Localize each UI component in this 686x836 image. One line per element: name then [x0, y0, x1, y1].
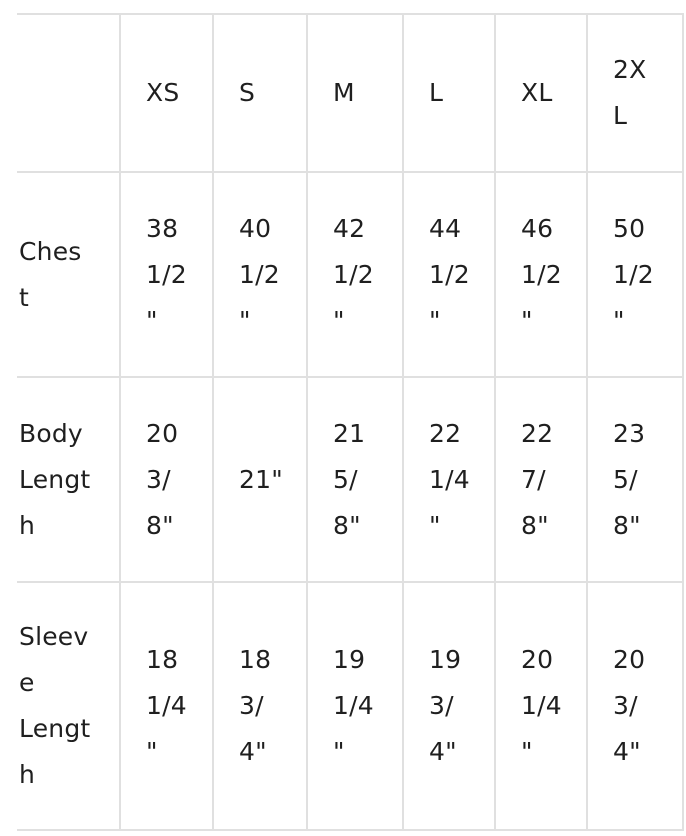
- header-cell-s: S: [213, 13, 308, 173]
- cell-body-length-xs: 20 3/ 8": [120, 376, 214, 583]
- row-label-chest: Ches t: [17, 171, 121, 378]
- cell-chest-s: 40 1/2 ": [213, 171, 308, 378]
- cell-body-length-2xl: 23 5/ 8": [587, 376, 684, 583]
- cell-chest-l: 44 1/2 ": [403, 171, 496, 378]
- cell-sleeve-length-xs: 18 1/4 ": [120, 581, 214, 831]
- row-label-sleeve-length: Sleev e Lengt h: [17, 581, 121, 831]
- header-cell-l: L: [403, 13, 496, 173]
- cell-chest-xl: 46 1/2 ": [495, 171, 588, 378]
- cell-body-length-xl: 22 7/ 8": [495, 376, 588, 583]
- header-cell-2xl: 2X L: [587, 13, 684, 173]
- table-row-body-length: Body Lengt h 20 3/ 8" 21" 21 5/ 8" 22 1/…: [17, 376, 684, 583]
- cell-sleeve-length-xl: 20 1/4 ": [495, 581, 588, 831]
- size-header-row: XS S M L XL 2X L: [17, 13, 684, 173]
- header-cell-xl: XL: [495, 13, 588, 173]
- table-row-sleeve-length: Sleev e Lengt h 18 1/4 " 18 3/ 4" 19 1/4…: [17, 581, 684, 831]
- header-cell-m: M: [307, 13, 404, 173]
- cell-sleeve-length-s: 18 3/ 4": [213, 581, 308, 831]
- cell-chest-2xl: 50 1/2 ": [587, 171, 684, 378]
- table-row-chest: Ches t 38 1/2 " 40 1/2 " 42 1/2 " 44 1/2…: [17, 171, 684, 378]
- cell-chest-xs: 38 1/2 ": [120, 171, 214, 378]
- corner-cell: [17, 13, 121, 173]
- size-chart-table: XS S M L XL 2X L Ches t 38 1/2 " 40 1/2 …: [17, 13, 684, 831]
- cell-sleeve-length-2xl: 20 3/ 4": [587, 581, 684, 831]
- cell-body-length-l: 22 1/4 ": [403, 376, 496, 583]
- cell-chest-m: 42 1/2 ": [307, 171, 404, 378]
- cell-body-length-s: 21": [213, 376, 308, 583]
- header-cell-xs: XS: [120, 13, 214, 173]
- cell-sleeve-length-m: 19 1/4 ": [307, 581, 404, 831]
- row-label-body-length: Body Lengt h: [17, 376, 121, 583]
- cell-body-length-m: 21 5/ 8": [307, 376, 404, 583]
- cell-sleeve-length-l: 19 3/ 4": [403, 581, 496, 831]
